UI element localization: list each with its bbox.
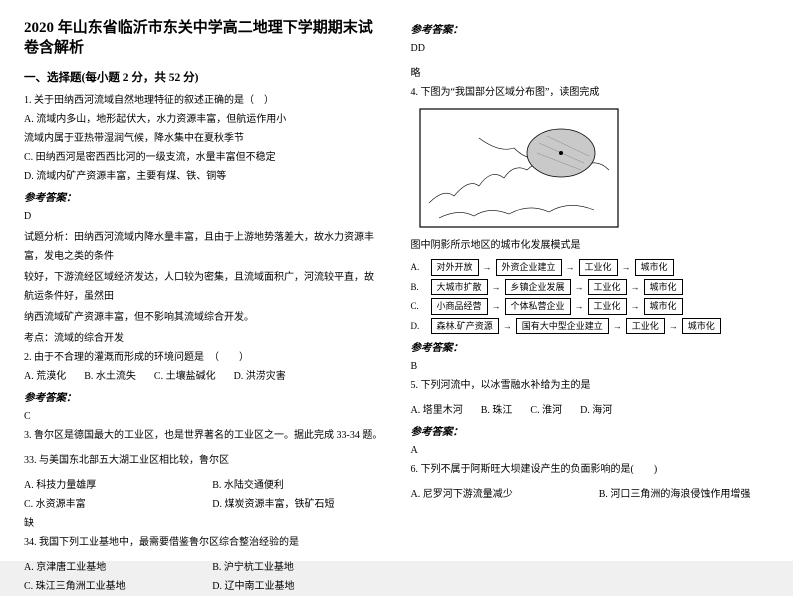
- q33-row1: A. 科技力量雄厚 B. 水陆交通便利: [24, 476, 383, 495]
- flow-c-4: 城市化: [644, 298, 683, 315]
- q6-options: A. 尼罗河下游流量减少 B. 河口三角洲的海浪侵蚀作用增强: [411, 485, 770, 504]
- q5-opt-c: C. 淮河: [530, 401, 562, 420]
- q5-answer-heading: 参考答案：: [411, 424, 770, 439]
- q5-options: A. 塔里木河 B. 珠江 C. 淮河 D. 海河: [411, 401, 770, 420]
- q34-opt-a: A. 京津唐工业基地: [24, 558, 194, 577]
- q5-opt-b: B. 珠江: [481, 401, 513, 420]
- q33-opt-d: D. 煤炭资源丰富，铁矿石短: [212, 495, 382, 514]
- arrow-icon: →: [613, 321, 622, 331]
- q34-stem: 34. 我国下列工业基地中，最需要借鉴鲁尔区综合整治经验的是: [24, 533, 383, 552]
- q2-answer-heading: 参考答案：: [24, 390, 383, 405]
- q34-opt-c: C. 珠江三角洲工业基地: [24, 577, 194, 596]
- q34-row1: A. 京津唐工业基地 B. 沪宁杭工业基地: [24, 558, 383, 577]
- q4-answer-heading: 参考答案：: [411, 340, 770, 355]
- flow-b-3: 工业化: [588, 279, 627, 296]
- flow-b-label: B.: [411, 282, 427, 292]
- q33-opt-c: C. 水资源丰富: [24, 495, 194, 514]
- q2-opt-b: B. 水土流失: [84, 367, 136, 386]
- arrow-icon: →: [566, 262, 575, 272]
- q4-answer: B: [411, 357, 770, 376]
- q2-stem: 2. 由于不合理的灌溉而形成的环境问题是 （ ）: [24, 348, 383, 367]
- china-region-map: [419, 108, 619, 228]
- q1-answer-heading: 参考答案：: [24, 190, 383, 205]
- q1-analysis-2: 较好，下游流经区域经济发达，人口较为密集，且流域面积广，河流较平直，故航运条件好…: [24, 268, 383, 306]
- q1-analysis-3: 纳西流域矿产资源丰富，但不影响其流域综合开发。: [24, 308, 383, 327]
- q34-opt-d: D. 辽中南工业基地: [212, 577, 382, 596]
- arrow-icon: →: [575, 282, 584, 292]
- q6-opt-b: B. 河口三角洲的海浪侵蚀作用增强: [599, 485, 769, 504]
- q33-opt-a: A. 科技力量雄厚: [24, 476, 194, 495]
- arrow-icon: →: [503, 321, 512, 331]
- q4-flow-options: A. 对外开放 → 外资企业建立 → 工业化 → 城市化 B. 大城市扩散 → …: [411, 259, 770, 334]
- q2-options: A. 荒漠化 B. 水土流失 C. 土壤盐碱化 D. 洪涝灾害: [24, 367, 383, 386]
- flow-c-label: C.: [411, 301, 427, 311]
- arrow-icon: →: [483, 262, 492, 272]
- arrow-icon: →: [575, 301, 584, 311]
- q1-analysis-4: 考点：流域的综合开发: [24, 329, 383, 348]
- q6-opt-a: A. 尼罗河下游流量减少: [411, 485, 581, 504]
- flow-d-3: 工业化: [626, 318, 665, 335]
- q5-stem: 5. 下列河流中，以冰雪融水补给为主的是: [411, 376, 770, 395]
- r-answer-heading-1: 参考答案：: [411, 22, 770, 37]
- q2-opt-d: D. 洪涝灾害: [234, 367, 286, 386]
- arrow-icon: →: [669, 321, 678, 331]
- q33-opt-b: B. 水陆交通便利: [212, 476, 382, 495]
- flow-b-1: 大城市扩散: [431, 279, 488, 296]
- flow-d-1: 森林.矿产资源: [431, 318, 499, 335]
- q4-stem: 4. 下图为“我国部分区域分布图”，读图完成: [411, 83, 770, 102]
- q1-answer: D: [24, 207, 383, 226]
- flow-a-3: 工业化: [579, 259, 618, 276]
- flow-c-2: 个体私营企业: [505, 298, 571, 315]
- flow-b: B. 大城市扩散 → 乡镇企业发展 → 工业化 → 城市化: [411, 279, 770, 296]
- q5-answer: A: [411, 441, 770, 460]
- q1-opt-a: A. 流域内多山，地形起伏大，水力资源丰富，但航运作用小: [24, 110, 383, 129]
- flow-a-1: 对外开放: [431, 259, 479, 276]
- arrow-icon: →: [631, 282, 640, 292]
- flow-d-label: D.: [411, 321, 427, 331]
- arrow-icon: →: [492, 282, 501, 292]
- flow-d: D. 森林.矿产资源 → 国有大中型企业建立 → 工业化 → 城市化: [411, 318, 770, 335]
- q33-opt-d-cont: 缺: [24, 514, 383, 533]
- flow-d-2: 国有大中型企业建立: [516, 318, 609, 335]
- q5-opt-d: D. 海河: [580, 401, 612, 420]
- r-blank: 略: [411, 64, 770, 83]
- flow-a-label: A.: [411, 262, 427, 272]
- flow-b-4: 城市化: [644, 279, 683, 296]
- right-column: 参考答案： DD 略 4. 下图为“我国部分区域分布图”，读图完成 图中阴影所示…: [411, 18, 770, 543]
- q6-stem: 6. 下列不属于阿斯旺大坝建设产生的负面影响的是( ): [411, 460, 770, 479]
- q2-answer: C: [24, 407, 383, 426]
- arrow-icon: →: [492, 301, 501, 311]
- flow-c: C. 小商品经营 → 个体私营企业 → 工业化 → 城市化: [411, 298, 770, 315]
- flow-c-1: 小商品经营: [431, 298, 488, 315]
- arrow-icon: →: [622, 262, 631, 272]
- r-answer-1: DD: [411, 39, 770, 58]
- arrow-icon: →: [631, 301, 640, 311]
- q1-stem: 1. 关于田纳西河流域自然地理特征的叙述正确的是（ ）: [24, 91, 383, 110]
- q2-opt-a: A. 荒漠化: [24, 367, 66, 386]
- flow-b-2: 乡镇企业发展: [505, 279, 571, 296]
- q34-row2: C. 珠江三角洲工业基地 D. 辽中南工业基地: [24, 577, 383, 596]
- q3-intro: 3. 鲁尔区是德国最大的工业区，也是世界著名的工业区之一。据此完成 33-34 …: [24, 426, 383, 445]
- exam-page: 2020 年山东省临沂市东关中学高二地理下学期期末试卷含解析 一、选择题(每小题…: [0, 0, 793, 561]
- flow-a-4: 城市化: [635, 259, 674, 276]
- flow-a: A. 对外开放 → 外资企业建立 → 工业化 → 城市化: [411, 259, 770, 276]
- q4-sub: 图中阴影所示地区的城市化发展模式是: [411, 236, 770, 255]
- q2-opt-c: C. 土壤盐碱化: [154, 367, 216, 386]
- q1-opt-c: C. 田纳西河是密西西比河的一级支流，水量丰富但不稳定: [24, 148, 383, 167]
- q33-stem: 33. 与美国东北部五大湖工业区相比较，鲁尔区: [24, 451, 383, 470]
- flow-a-2: 外资企业建立: [496, 259, 562, 276]
- section-1-heading: 一、选择题(每小题 2 分，共 52 分): [24, 69, 383, 85]
- flow-d-4: 城市化: [682, 318, 721, 335]
- q1-opt-d: D. 流域内矿产资源丰富，主要有煤、铁、铜等: [24, 167, 383, 186]
- q34-opt-b: B. 沪宁杭工业基地: [212, 558, 382, 577]
- left-column: 2020 年山东省临沂市东关中学高二地理下学期期末试卷含解析 一、选择题(每小题…: [24, 18, 383, 543]
- q33-row2: C. 水资源丰富 D. 煤炭资源丰富，铁矿石短: [24, 495, 383, 514]
- flow-c-3: 工业化: [588, 298, 627, 315]
- q5-opt-a: A. 塔里木河: [411, 401, 463, 420]
- map-svg: [419, 108, 619, 228]
- q1-opt-b: 流域内属于亚热带湿润气候，降水集中在夏秋季节: [24, 129, 383, 148]
- q1-analysis-1: 试题分析：田纳西河流域内降水量丰富，且由于上游地势落差大，故水力资源丰富，发电之…: [24, 228, 383, 266]
- exam-title: 2020 年山东省临沂市东关中学高二地理下学期期末试卷含解析: [24, 18, 383, 59]
